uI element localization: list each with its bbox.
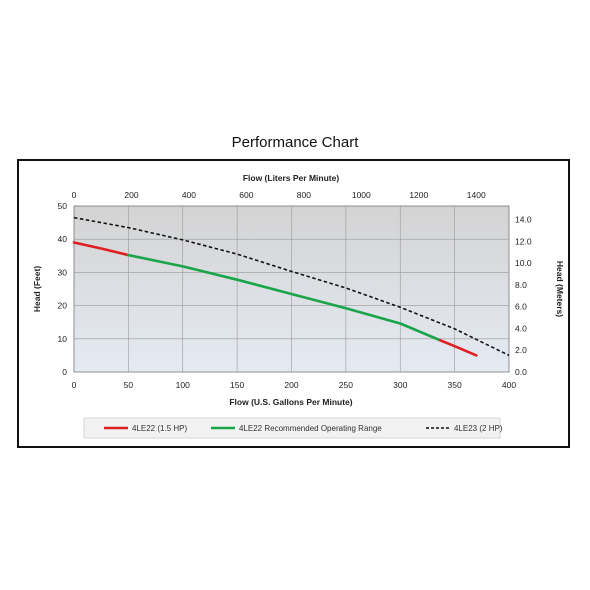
grid (74, 206, 509, 372)
series-line (73, 216, 510, 357)
y-primary-tick-label: 50 (58, 201, 68, 211)
y-secondary-tick-label: 14.0 (515, 215, 532, 225)
y-primary-axis-title: Head (Feet) (32, 266, 42, 312)
x-primary-tick-label: 50 (124, 380, 134, 390)
x-secondary-tick-label: 800 (297, 190, 311, 200)
y-secondary-tick-label: 8.0 (515, 280, 527, 290)
legend-label: 4LE22 (1.5 HP) (132, 424, 187, 433)
x-secondary-tick-label: 200 (124, 190, 138, 200)
x-primary-tick-label: 350 (448, 380, 462, 390)
x-primary-tick-label: 200 (284, 380, 298, 390)
y-secondary-tick-label: 10.0 (515, 258, 532, 268)
y-primary-tick-label: 30 (58, 267, 68, 277)
legend-label: 4LE23 (2 HP) (454, 424, 503, 433)
x-primary-tick-label: 300 (393, 380, 407, 390)
legend-box (83, 417, 501, 439)
x-primary-axis-title: Flow (U.S. Gallons Per Minute) (229, 397, 352, 407)
x-secondary-tick-label: 1000 (352, 190, 371, 200)
x-secondary-tick-label: 0 (72, 190, 77, 200)
y-secondary-tick-label: 12.0 (515, 236, 532, 246)
x-secondary-tick-label: 400 (182, 190, 196, 200)
y-primary-tick-label: 40 (58, 234, 68, 244)
x-secondary-tick-label: 1400 (467, 190, 486, 200)
y-primary-tick-label: 10 (58, 334, 68, 344)
y-secondary-axis-title: Head (Meters) (555, 261, 565, 317)
y-secondary-tick-label: 4.0 (515, 323, 527, 333)
series-line (437, 338, 478, 357)
x-primary-tick-label: 400 (502, 380, 516, 390)
chart-frame: 0 50 100 150 200 250 300 350 400 0 200 400 600 800 100… (17, 159, 570, 448)
series-line (127, 253, 440, 341)
x-primary-tick-label: 100 (176, 380, 190, 390)
x-secondary-tick-label: 1200 (409, 190, 428, 200)
page-title: Performance Chart (231, 134, 359, 151)
x-primary-tick-label: 0 (72, 380, 77, 390)
x-secondary-tick-label: 600 (239, 190, 253, 200)
y-secondary-tick-label: 2.0 (515, 345, 527, 355)
y-primary-tick-label: 0 (62, 367, 67, 377)
legend-label: 4LE22 Recommended Operating Range (239, 424, 382, 433)
series-lines (72, 216, 510, 357)
y-secondary-tick-label: 6.0 (515, 302, 527, 312)
x-primary-tick-label: 250 (339, 380, 353, 390)
series-line (72, 241, 130, 257)
y-primary-tick-label: 20 (58, 301, 68, 311)
x-secondary-axis-title: Flow (Liters Per Minute) (243, 173, 340, 183)
x-primary-tick-label: 150 (230, 380, 244, 390)
legend: 4LE22 (1.5 HP) 4LE22 Recommended Operatin… (104, 424, 503, 433)
y-secondary-tick-label: 0.0 (515, 367, 527, 377)
